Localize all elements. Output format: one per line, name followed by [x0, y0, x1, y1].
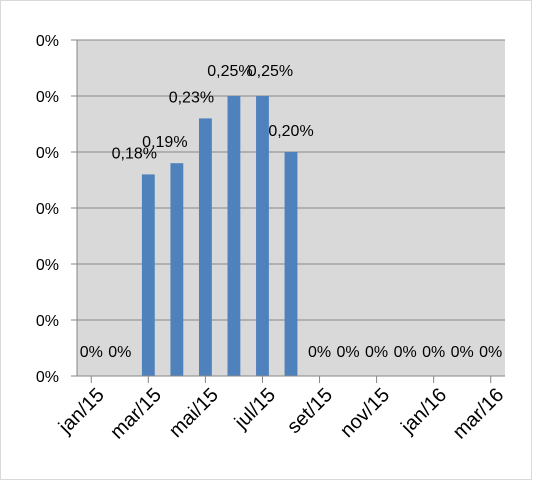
data-labels: 0% 0% 0,18%0,19% 0,23% 0,25%0,25% 0,20% 0% 0% 0%… — [80, 63, 503, 361]
x-tick-label: jan/16 — [396, 384, 451, 439]
y-tick-label: 0% — [36, 257, 59, 274]
data-label: 0% — [308, 344, 331, 361]
x-tick-label: mai/15 — [165, 384, 223, 442]
bar-mai-15 — [198, 118, 212, 377]
x-tick-label: mar/15 — [106, 384, 166, 444]
data-label: 0,20% — [268, 123, 313, 140]
data-label: 0% — [479, 344, 502, 361]
bars — [141, 96, 298, 377]
data-label: 0% — [422, 344, 445, 361]
bar-jun-15 — [227, 96, 241, 376]
y-tick-label: 0% — [36, 369, 59, 386]
data-label: 0% — [337, 344, 360, 361]
y-tick-label: 0% — [36, 201, 59, 218]
bar-mar-15 — [141, 174, 155, 376]
x-tick-label: mar/16 — [449, 384, 509, 444]
data-label: 0% — [451, 344, 474, 361]
y-tick-label: 0% — [36, 145, 59, 162]
x-tick-label: nov/15 — [336, 384, 394, 442]
y-tick-label: 0% — [36, 33, 59, 50]
data-label: 0,18% — [112, 145, 157, 162]
bar-jul-15 — [256, 96, 269, 376]
data-label: 0% — [80, 344, 103, 361]
data-label: 0% — [394, 344, 417, 361]
data-label: 0% — [108, 344, 131, 361]
x-tick-label: set/15 — [283, 384, 337, 438]
data-label: 0,19% — [142, 134, 187, 151]
data-label: 0,23% — [169, 89, 214, 106]
x-tick-label: jul/15 — [230, 384, 280, 434]
data-label: 0,25% — [207, 63, 252, 80]
data-label: 0,25% — [248, 63, 293, 80]
bar-ago-15 — [284, 152, 298, 376]
data-label: 0% — [365, 344, 388, 361]
y-tick-label: 0% — [36, 313, 59, 330]
y-axis-ticks: 0% 0% 0% 0% 0% 0% 0% — [36, 33, 77, 386]
bar-abr-15 — [170, 163, 184, 376]
y-tick-label: 0% — [36, 89, 59, 106]
x-tick-label: jan/15 — [54, 384, 109, 439]
